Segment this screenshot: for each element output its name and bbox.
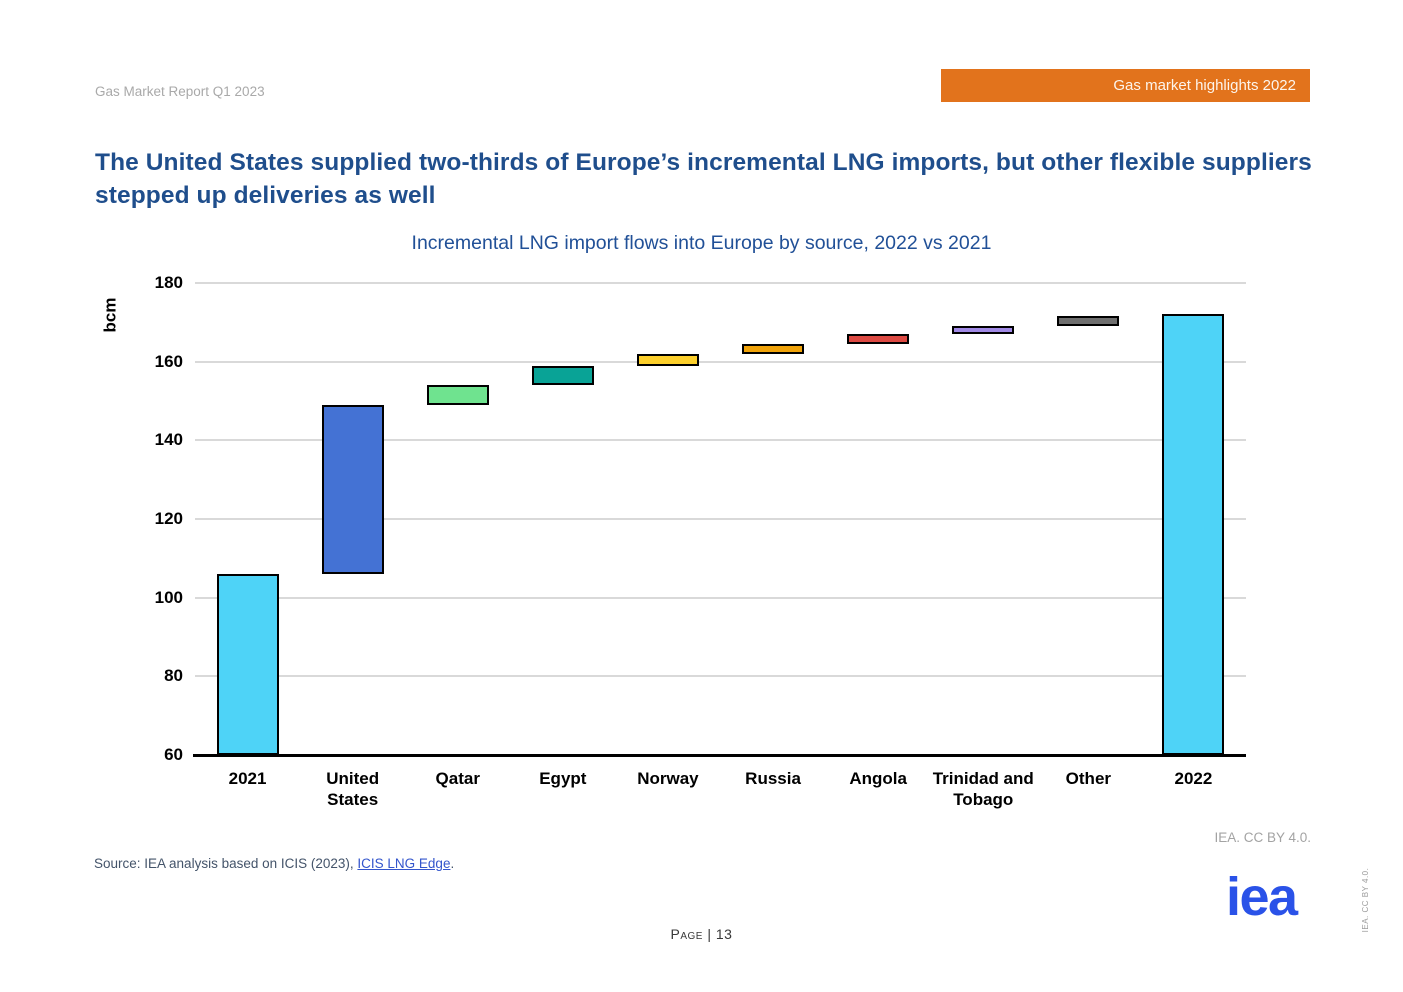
bar-egypt (531, 365, 594, 386)
y-tick-label-180: 180 (154, 273, 183, 292)
gridline-100 (195, 596, 1246, 599)
gridline-180 (195, 282, 1246, 284)
iea-logo: iea (1226, 867, 1298, 927)
report-header-label: Gas Market Report Q1 2023 (95, 84, 265, 99)
y-tick-label-120: 120 (154, 509, 183, 528)
y-tick-label-100: 100 (154, 587, 183, 607)
x-tick-label-angola: Angola (849, 769, 907, 788)
x-tick-label-2022: 2022 (1174, 769, 1213, 788)
y-tick-label-140: 140 (154, 430, 183, 450)
bar-united-states (321, 404, 384, 575)
source-suffix: . (450, 856, 455, 871)
x-axis-line (193, 753, 1246, 757)
bar-angola (847, 334, 910, 344)
bar-russia (742, 343, 805, 354)
x-tick-label-united-states: United States (326, 769, 380, 809)
x-tick-label-other: Other (1065, 769, 1112, 788)
bar-other (1057, 315, 1120, 327)
y-tick-label-80: 80 (164, 666, 183, 686)
y-tick-label-60: 60 (164, 745, 183, 764)
license-note: IEA. CC BY 4.0. (1214, 830, 1311, 845)
x-tick-label-trinidad-and-tobago: Trinidad and Tobago (932, 769, 1034, 809)
x-tick-label-norway: Norway (637, 769, 699, 788)
highlights-banner: Gas market highlights 2022 (941, 69, 1310, 102)
source-link[interactable]: ICIS LNG Edge (357, 856, 451, 871)
bar-norway (636, 353, 699, 366)
chart-title: Incremental LNG import flows into Europe… (411, 232, 992, 254)
gridline-160 (195, 360, 1246, 363)
bar-2022 (1162, 314, 1225, 755)
page-number: Page | 13 (670, 926, 733, 942)
gridline-80 (195, 675, 1246, 678)
vertical-license-note: IEA. CC BY 4.0. (1361, 867, 1370, 933)
x-tick-label-russia: Russia (745, 769, 801, 788)
y-tick-label-160: 160 (154, 351, 183, 371)
gridline-120 (195, 518, 1246, 520)
y-axis-label: bcm (100, 297, 120, 333)
x-tick-label-egypt: Egypt (539, 769, 587, 788)
x-tick-label-2021: 2021 (228, 769, 267, 788)
bar-2021 (216, 574, 279, 755)
source-text: Source: IEA analysis based on ICIS (2023… (94, 856, 358, 871)
bar-trinidad-and-tobago (952, 326, 1015, 335)
x-tick-label-qatar: Qatar (435, 769, 480, 788)
source-note: Source: IEA analysis based on ICIS (2023… (94, 856, 454, 871)
bar-qatar (426, 385, 489, 405)
gridline-140 (195, 439, 1246, 442)
page-title: The United States supplied two-thirds of… (95, 149, 1312, 209)
highlights-banner-label: Gas market highlights 2022 (1113, 77, 1296, 94)
